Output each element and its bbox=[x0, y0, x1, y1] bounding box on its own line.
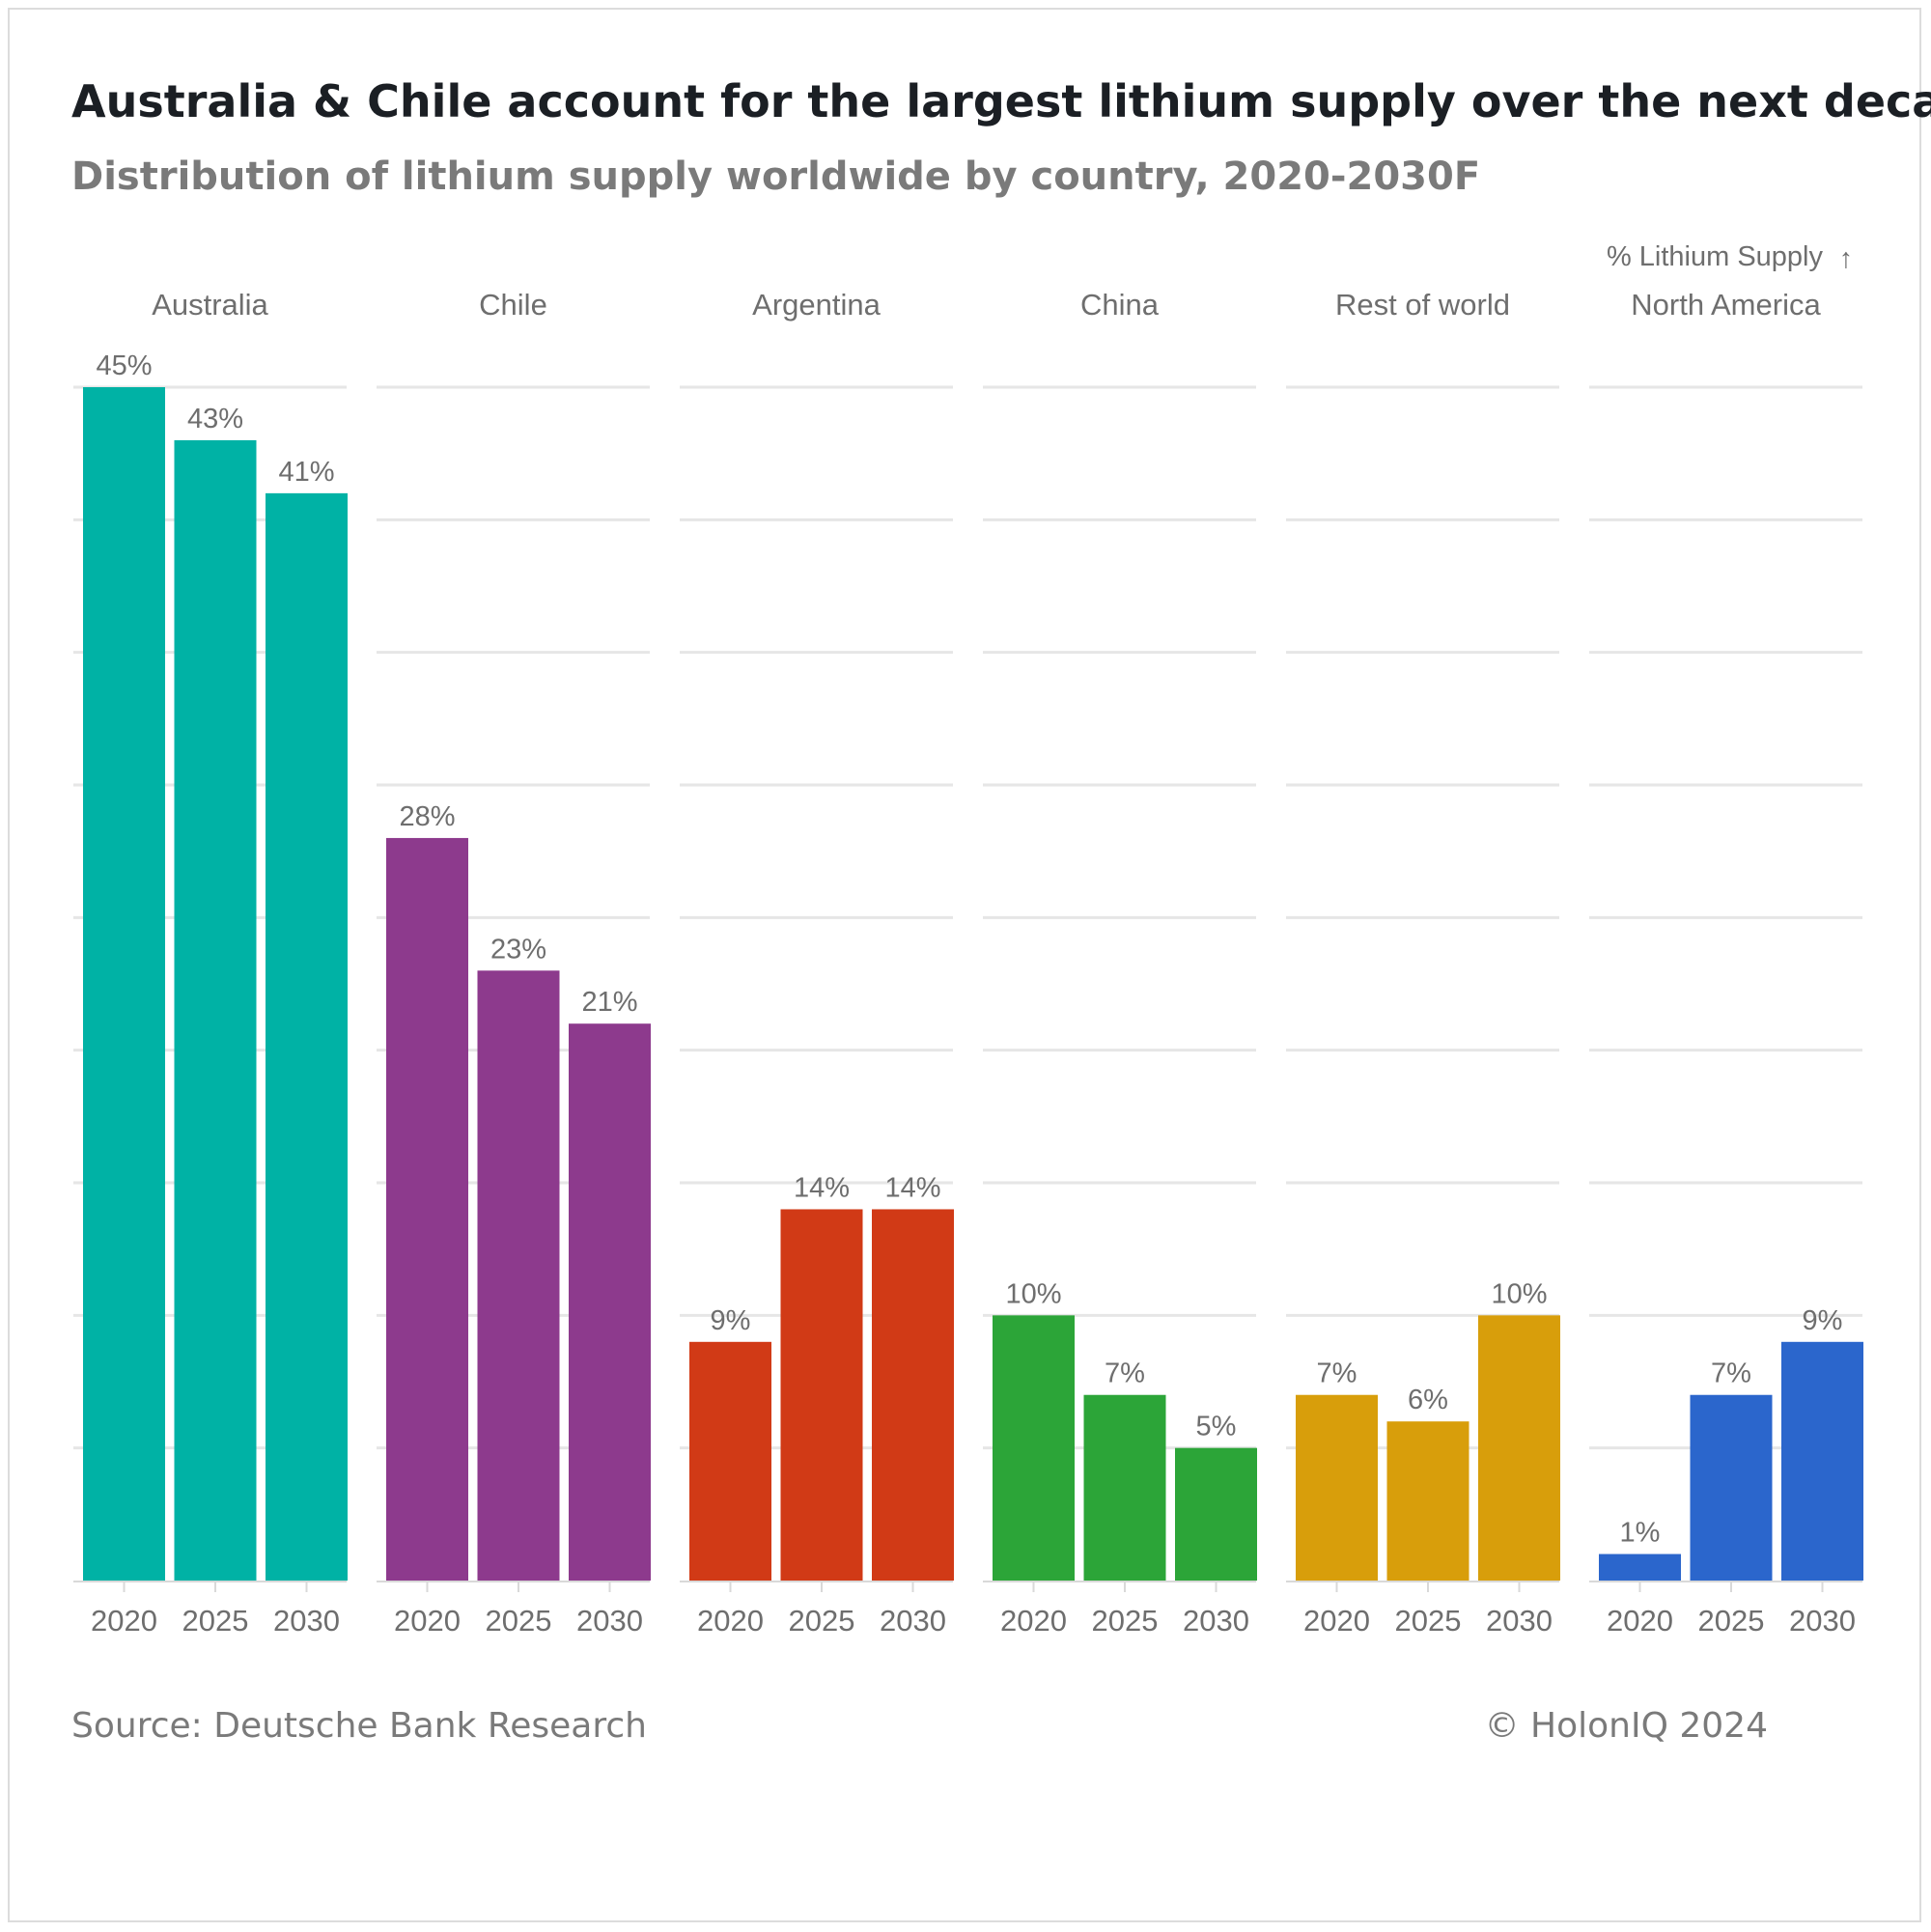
y-axis-title: % Lithium Supply bbox=[1607, 241, 1824, 272]
panel-title-argentina: Argentina bbox=[752, 288, 881, 322]
data-label-rest-of-world-2025: 6% bbox=[1408, 1385, 1448, 1415]
data-label-argentina-2020: 9% bbox=[711, 1305, 751, 1336]
x-tick-label-rest-of-world-2030: 2030 bbox=[1486, 1604, 1553, 1638]
bar-australia-2030 bbox=[266, 492, 348, 1581]
data-label-north-america-2020: 1% bbox=[1620, 1518, 1661, 1549]
data-label-rest-of-world-2020: 7% bbox=[1317, 1358, 1357, 1389]
data-label-australia-2025: 43% bbox=[187, 404, 243, 434]
bar-north-america-2020 bbox=[1599, 1554, 1681, 1581]
bar-argentina-2020 bbox=[689, 1341, 771, 1581]
data-label-china-2025: 7% bbox=[1105, 1358, 1145, 1389]
x-tick-label-chile-2025: 2025 bbox=[486, 1604, 552, 1638]
chart-title: Australia & Chile account for the larges… bbox=[71, 75, 1931, 127]
x-tick-label-chile-2030: 2030 bbox=[576, 1604, 643, 1638]
data-label-china-2020: 10% bbox=[1005, 1278, 1061, 1309]
bar-argentina-2025 bbox=[780, 1209, 863, 1581]
chart-subtitle: Distribution of lithium supply worldwide… bbox=[71, 154, 1481, 199]
x-tick-label-north-america-2020: 2020 bbox=[1607, 1604, 1673, 1638]
x-tick-label-rest-of-world-2025: 2025 bbox=[1395, 1604, 1462, 1638]
bar-chile-2025 bbox=[477, 970, 560, 1581]
data-label-chile-2025: 23% bbox=[490, 934, 546, 965]
bar-chile-2020 bbox=[386, 837, 468, 1581]
bar-australia-2025 bbox=[174, 439, 257, 1581]
x-tick-label-argentina-2030: 2030 bbox=[880, 1604, 946, 1638]
data-label-australia-2020: 45% bbox=[96, 350, 152, 381]
x-tick-label-argentina-2020: 2020 bbox=[697, 1604, 764, 1638]
data-label-chile-2030: 21% bbox=[581, 987, 637, 1018]
bar-rest-of-world-2025 bbox=[1386, 1421, 1469, 1581]
bar-chile-2030 bbox=[569, 1023, 651, 1581]
x-tick-label-rest-of-world-2020: 2020 bbox=[1303, 1604, 1370, 1638]
y-axis-arrow-icon: ↑ bbox=[1839, 243, 1854, 274]
bar-argentina-2030 bbox=[872, 1209, 954, 1581]
data-label-chile-2020: 28% bbox=[399, 801, 455, 832]
copyright-note: © HolonIQ 2024 bbox=[1484, 1706, 1768, 1746]
panel-title-north-america: North America bbox=[1631, 288, 1821, 322]
bar-china-2025 bbox=[1083, 1394, 1166, 1581]
bar-australia-2020 bbox=[83, 387, 165, 1581]
bar-rest-of-world-2020 bbox=[1296, 1394, 1378, 1581]
bar-rest-of-world-2030 bbox=[1478, 1315, 1560, 1581]
x-tick-label-north-america-2025: 2025 bbox=[1698, 1604, 1765, 1638]
bar-china-2030 bbox=[1175, 1447, 1257, 1581]
x-tick-label-argentina-2025: 2025 bbox=[789, 1604, 855, 1638]
data-label-australia-2030: 41% bbox=[278, 457, 334, 488]
x-tick-label-australia-2020: 2020 bbox=[91, 1604, 157, 1638]
panel-title-chile: Chile bbox=[479, 288, 547, 322]
data-label-argentina-2025: 14% bbox=[794, 1172, 850, 1203]
bar-north-america-2025 bbox=[1690, 1394, 1773, 1581]
panel-title-australia: Australia bbox=[152, 288, 268, 322]
x-tick-label-chile-2020: 2020 bbox=[394, 1604, 461, 1638]
panel-title-rest-of-world: Rest of world bbox=[1335, 288, 1510, 322]
source-note: Source: Deutsche Bank Research bbox=[71, 1706, 647, 1746]
bar-north-america-2030 bbox=[1781, 1341, 1863, 1581]
x-tick-label-australia-2030: 2030 bbox=[273, 1604, 340, 1638]
panel-title-china: China bbox=[1080, 288, 1160, 322]
data-label-north-america-2030: 9% bbox=[1803, 1305, 1843, 1336]
x-tick-label-north-america-2030: 2030 bbox=[1789, 1604, 1856, 1638]
data-label-north-america-2025: 7% bbox=[1711, 1358, 1751, 1389]
bar-china-2020 bbox=[993, 1315, 1075, 1581]
x-tick-label-china-2030: 2030 bbox=[1183, 1604, 1249, 1638]
data-label-argentina-2030: 14% bbox=[884, 1172, 940, 1203]
x-tick-label-china-2020: 2020 bbox=[1000, 1604, 1067, 1638]
data-label-china-2030: 5% bbox=[1196, 1412, 1237, 1442]
x-tick-label-australia-2025: 2025 bbox=[182, 1604, 249, 1638]
x-tick-label-china-2025: 2025 bbox=[1092, 1604, 1159, 1638]
data-label-rest-of-world-2030: 10% bbox=[1491, 1278, 1547, 1309]
bars bbox=[83, 387, 1863, 1581]
